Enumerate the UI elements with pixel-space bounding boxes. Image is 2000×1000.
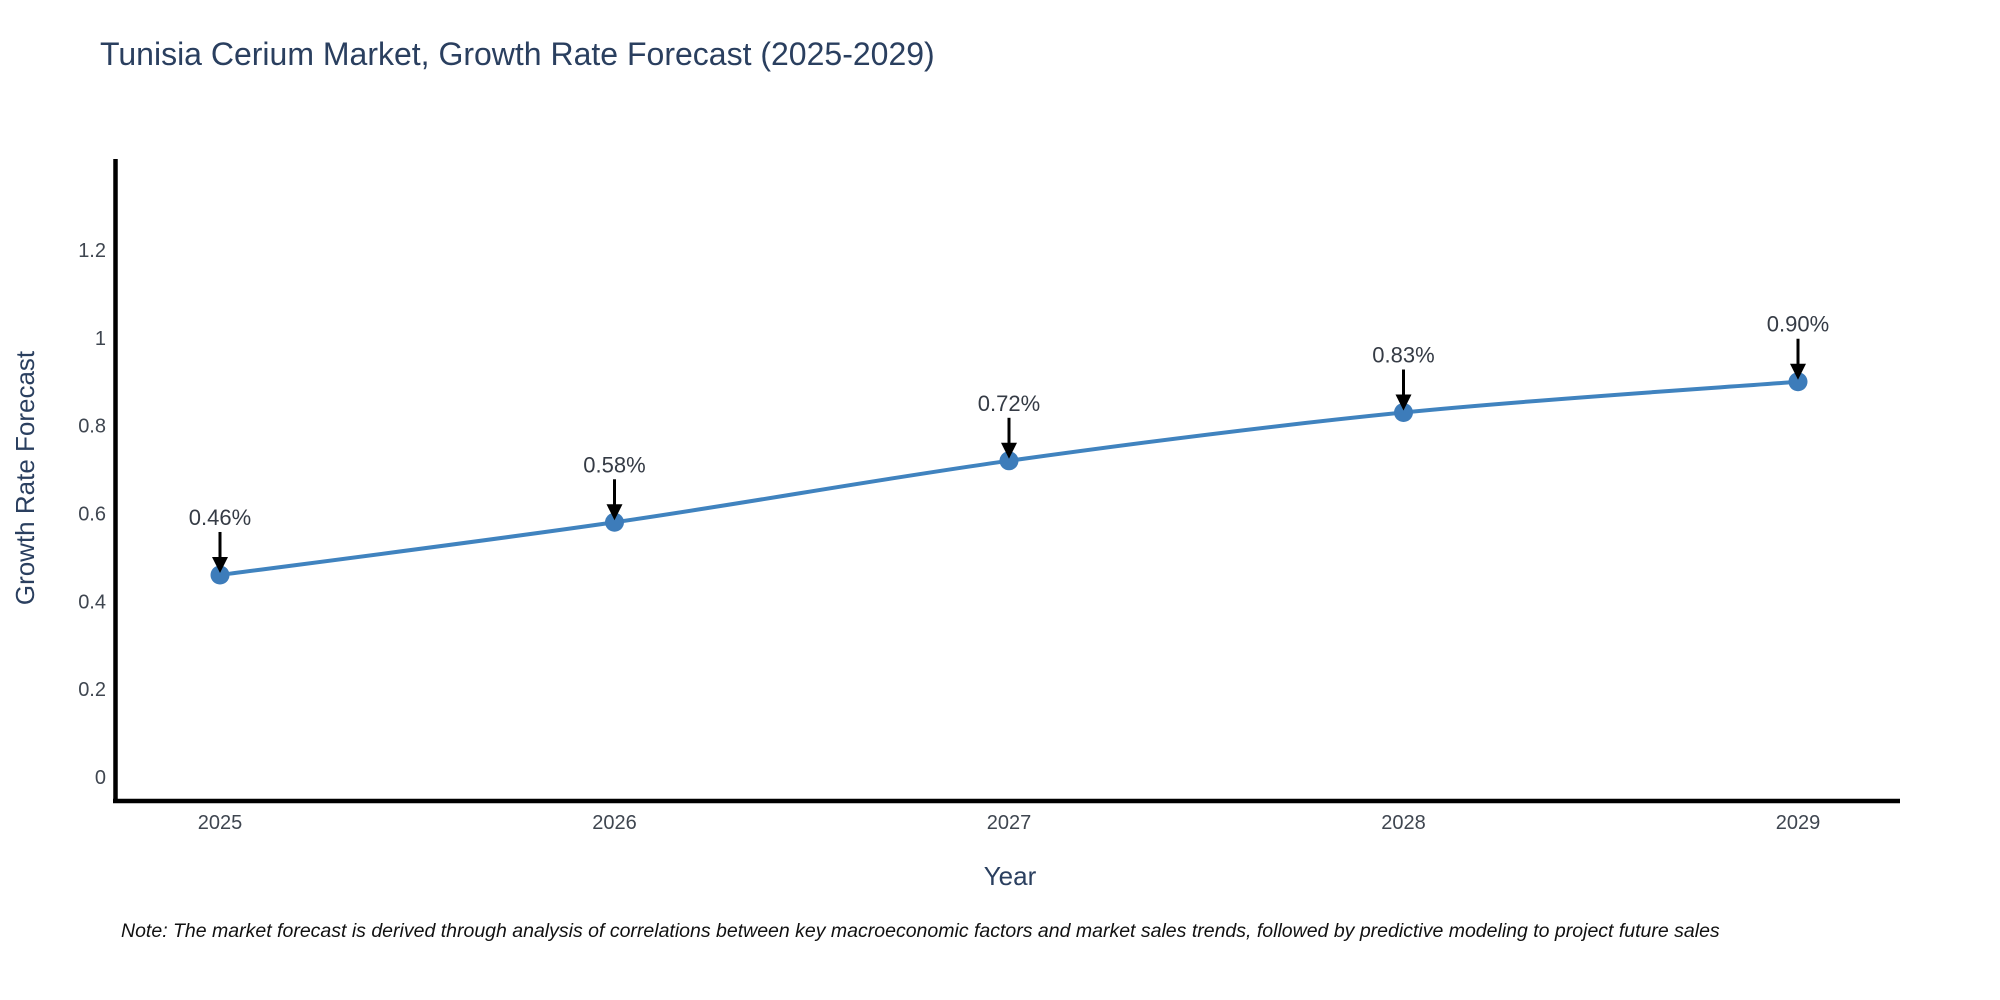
data-point-marker xyxy=(605,512,624,532)
y-tick-label: 0.4 xyxy=(78,591,106,613)
y-tick-label: 0.2 xyxy=(78,679,106,701)
point-label: 0.90% xyxy=(1767,312,1829,337)
data-point-marker xyxy=(999,451,1019,471)
point-label: 0.83% xyxy=(1372,342,1434,367)
annotation-arrowhead xyxy=(212,556,228,573)
y-tick-label: 0.8 xyxy=(78,416,106,438)
annotation-arrowhead xyxy=(1790,363,1806,380)
x-tick-label: 2025 xyxy=(198,812,243,834)
point-label: 0.72% xyxy=(978,391,1040,416)
point-label: 0.46% xyxy=(189,505,251,530)
data-point-marker xyxy=(1394,402,1413,422)
data-point-marker xyxy=(1788,372,1808,392)
x-tick-label: 2026 xyxy=(592,812,637,834)
x-tick-label: 2029 xyxy=(1776,812,1821,834)
chart-title: Tunisia Cerium Market, Growth Rate Forec… xyxy=(100,36,935,72)
annotation-arrowhead xyxy=(1395,394,1412,411)
annotation-arrowhead xyxy=(606,504,623,521)
footnote: Note: The market forecast is derived thr… xyxy=(121,920,1720,942)
point-label: 0.58% xyxy=(583,452,645,477)
data-point-marker xyxy=(210,565,230,585)
x-tick-label: 2028 xyxy=(1381,812,1426,834)
x-axis-title: Year xyxy=(984,861,1037,891)
y-tick-label: 0 xyxy=(95,767,106,789)
x-tick-label: 2027 xyxy=(987,812,1032,834)
y-tick-label: 0.6 xyxy=(78,503,106,525)
y-tick-label: 1.2 xyxy=(78,240,106,262)
y-axis-title: Growth Rate Forecast xyxy=(10,350,40,605)
annotation-arrowhead xyxy=(1001,442,1017,459)
y-tick-label: 1 xyxy=(95,328,106,350)
